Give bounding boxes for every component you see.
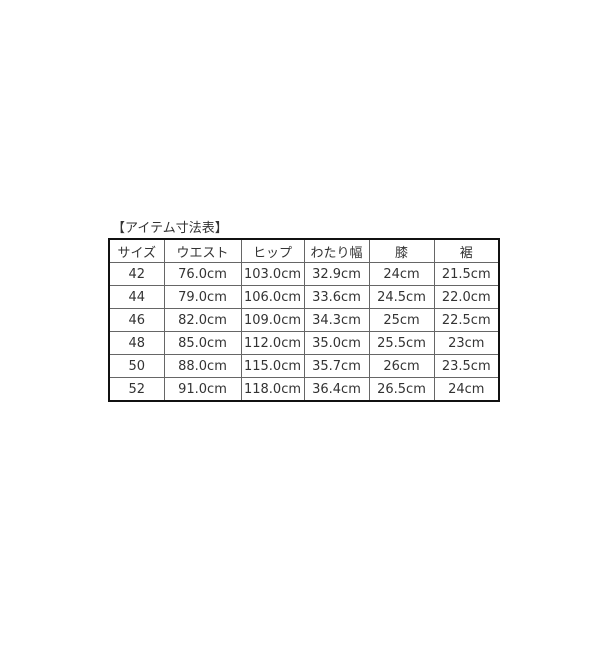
column-header: ヒップ (240, 238, 305, 263)
table-cell: 34.3cm (303, 308, 370, 332)
table-cell: 26cm (368, 354, 435, 378)
table-cell: 36.4cm (303, 377, 370, 402)
header-row: サイズ ウエスト ヒップ わたり幅膝裾 (108, 238, 500, 263)
table-cell: 35.7cm (303, 354, 370, 378)
table-cell: 44 (108, 285, 165, 309)
table-cell: 25cm (368, 308, 435, 332)
table-row: 44 79.0cm 106.0cm 33.6cm 24.5cm 22.0cm (108, 285, 500, 309)
table-cell: 76.0cm (163, 262, 242, 286)
table-cell: 112.0cm (240, 331, 305, 355)
table-cell: 24cm (368, 262, 435, 286)
table-cell: 24.5cm (368, 285, 435, 309)
column-header: 膝 (368, 238, 435, 263)
column-header: ウエスト (163, 238, 242, 263)
table-row: 48 85.0cm 112.0cm 35.0cm 25.5cm 23cm (108, 331, 500, 355)
table-cell: 42 (108, 262, 165, 286)
table-cell: 118.0cm (240, 377, 305, 402)
table-cell: 109.0cm (240, 308, 305, 332)
table-cell: 52 (108, 377, 165, 402)
table-cell: 48 (108, 331, 165, 355)
table-row: 52 91.0cm 118.0cm 36.4cm 26.5cm 24cm (108, 377, 500, 402)
table-cell: 22.0cm (433, 285, 500, 309)
table-cell: 26.5cm (368, 377, 435, 402)
table-row: 42 76.0cm 103.0cm 32.9cm 24cm 21.5cm (108, 262, 500, 286)
size-table: サイズ ウエスト ヒップ わたり幅膝裾 42 76.0cm 103.0cm 32.9cm 24… (108, 238, 500, 402)
table-cell: 46 (108, 308, 165, 332)
table-cell: 91.0cm (163, 377, 242, 402)
table-cell: 33.6cm (303, 285, 370, 309)
table-cell: 82.0cm (163, 308, 242, 332)
table-cell: 21.5cm (433, 262, 500, 286)
table-cell: 32.9cm (303, 262, 370, 286)
table-cell: 23.5cm (433, 354, 500, 378)
column-header: 裾 (433, 238, 500, 263)
table-cell: 115.0cm (240, 354, 305, 378)
table-cell: 85.0cm (163, 331, 242, 355)
table-cell: 103.0cm (240, 262, 305, 286)
table-cell: 23cm (433, 331, 500, 355)
table-title: 【アイテム寸法表】 (112, 221, 228, 236)
table-row: 50 88.0cm 115.0cm 35.7cm 26cm 23.5cm (108, 354, 500, 378)
column-header: わたり幅 (303, 238, 370, 263)
table-cell: 79.0cm (163, 285, 242, 309)
table-cell: 50 (108, 354, 165, 378)
table-cell: 22.5cm (433, 308, 500, 332)
table-cell: 25.5cm (368, 331, 435, 355)
column-header: サイズ (108, 238, 165, 263)
table-cell: 35.0cm (303, 331, 370, 355)
table-cell: 24cm (433, 377, 500, 402)
table-row: 46 82.0cm 109.0cm 34.3cm 25cm 22.5cm (108, 308, 500, 332)
table-cell: 88.0cm (163, 354, 242, 378)
table-cell: 106.0cm (240, 285, 305, 309)
